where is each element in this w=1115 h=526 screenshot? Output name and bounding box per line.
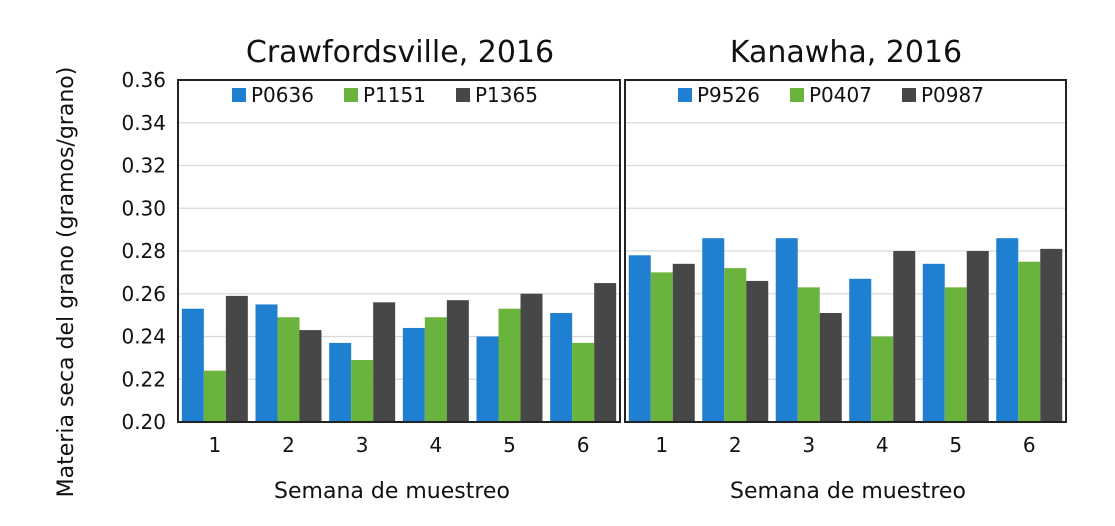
bar-p0987-week-5 <box>966 251 989 422</box>
bar-group <box>628 238 1063 422</box>
plot-frame <box>624 79 1067 423</box>
x-tick-label: 2 <box>729 433 742 457</box>
x-tick-label: 5 <box>949 433 962 457</box>
bar-p0407-week-6 <box>1018 261 1041 422</box>
bar-p1151-week-3 <box>351 360 374 422</box>
bar-p1365-week-5 <box>520 293 543 422</box>
legend-label: P1365 <box>475 83 538 107</box>
y-tick-label: 0.22 <box>121 367 166 391</box>
chart-panel-kanawha: Kanawha, 2016 1 2 3 4 5 6 P9526 P0407 P0987 Sem… <box>624 35 1067 504</box>
bar-p1365-week-3 <box>373 302 396 422</box>
bar-p9526-week-5 <box>922 263 945 422</box>
x-tick-labels: 1 2 3 4 5 6 <box>655 433 1035 457</box>
bar-p0987-week-6 <box>1040 248 1063 422</box>
y-tick-label: 0.36 <box>121 68 166 92</box>
bar-p1151-week-1 <box>203 370 226 422</box>
bar-p0636-week-2 <box>255 304 278 422</box>
legend-label: P1151 <box>363 83 426 107</box>
bar-p1151-week-2 <box>277 317 300 422</box>
x-tick-label: 3 <box>356 433 369 457</box>
bar-p1365-week-1 <box>225 295 248 422</box>
x-tick-label: 3 <box>802 433 815 457</box>
bar-p1151-week-4 <box>424 317 447 422</box>
bar-p9526-week-4 <box>849 278 872 422</box>
bar-p0407-week-2 <box>724 268 747 422</box>
y-axis-label: Materia seca del grano (gramos/grano) <box>54 67 79 498</box>
bar-p9526-week-6 <box>996 238 1019 422</box>
bar-p0987-week-3 <box>819 312 842 422</box>
x-axis-label: Semana de muestreo <box>730 479 966 504</box>
x-tick-label: 1 <box>208 433 221 457</box>
bar-p0636-week-5 <box>476 336 499 422</box>
legend-label: P0987 <box>921 83 984 107</box>
y-tick-label: 0.20 <box>121 410 166 434</box>
legend-label: P0636 <box>251 83 314 107</box>
bar-p0636-week-4 <box>402 327 425 422</box>
y-tick-label: 0.26 <box>121 282 166 306</box>
bar-p1365-week-6 <box>594 283 617 422</box>
y-tick-label: 0.28 <box>121 239 166 263</box>
bar-p1151-week-6 <box>572 342 595 422</box>
legend-swatch <box>232 88 246 102</box>
bar-p1151-week-5 <box>498 308 521 422</box>
plot-frame <box>177 79 621 423</box>
legend-label: P9526 <box>697 83 760 107</box>
x-tick-label: 4 <box>876 433 889 457</box>
bar-p9526-week-1 <box>628 255 651 422</box>
bar-p0987-week-1 <box>672 263 695 422</box>
grid-lines <box>178 122 620 380</box>
legend-swatch <box>344 88 358 102</box>
bar-p0407-week-1 <box>650 272 673 422</box>
bar-p0636-week-1 <box>181 308 204 422</box>
bar-p0407-week-5 <box>944 287 967 422</box>
x-tick-labels: 1 2 3 4 5 6 <box>208 433 589 457</box>
bar-p9526-week-2 <box>702 238 725 422</box>
bar-p9526-week-3 <box>775 238 798 422</box>
x-axis-label: Semana de muestreo <box>274 479 510 504</box>
legend-label: P0407 <box>809 83 872 107</box>
x-tick-label: 6 <box>1023 433 1036 457</box>
bar-p0636-week-3 <box>329 342 352 422</box>
y-tick-label: 0.34 <box>121 111 166 135</box>
bar-p0987-week-4 <box>893 251 916 422</box>
y-tick-label: 0.32 <box>121 154 166 178</box>
bar-group <box>181 283 617 422</box>
bar-p0987-week-2 <box>746 280 769 422</box>
legend: P0636 P1151 P1365 <box>232 83 538 107</box>
x-tick-label: 5 <box>503 433 516 457</box>
grid-lines <box>625 122 1066 380</box>
chart-title: Kanawha, 2016 <box>730 35 962 70</box>
bar-p1365-week-4 <box>446 300 469 422</box>
x-tick-label: 6 <box>577 433 590 457</box>
bar-p0407-week-3 <box>797 287 820 422</box>
y-tick-labels: 0.20 0.22 0.24 0.26 0.28 0.30 0.32 0.34 0.36 <box>121 68 166 434</box>
legend-swatch <box>456 88 470 102</box>
x-tick-label: 2 <box>282 433 295 457</box>
bar-p0636-week-6 <box>550 312 573 422</box>
legend-swatch <box>678 88 692 102</box>
x-tick-label: 4 <box>429 433 442 457</box>
legend-swatch <box>790 88 804 102</box>
x-tick-label: 1 <box>655 433 668 457</box>
y-tick-label: 0.30 <box>121 196 166 220</box>
y-tick-label: 0.24 <box>121 325 166 349</box>
bar-p1365-week-2 <box>299 330 322 422</box>
legend: P9526 P0407 P0987 <box>678 83 984 107</box>
chart-title: Crawfordsville, 2016 <box>246 35 554 70</box>
legend-swatch <box>902 88 916 102</box>
chart-panel-crawfordsville: Crawfordsville, 2016 0.200.220.240.260.2… <box>121 35 621 504</box>
bar-p0407-week-4 <box>871 336 894 422</box>
